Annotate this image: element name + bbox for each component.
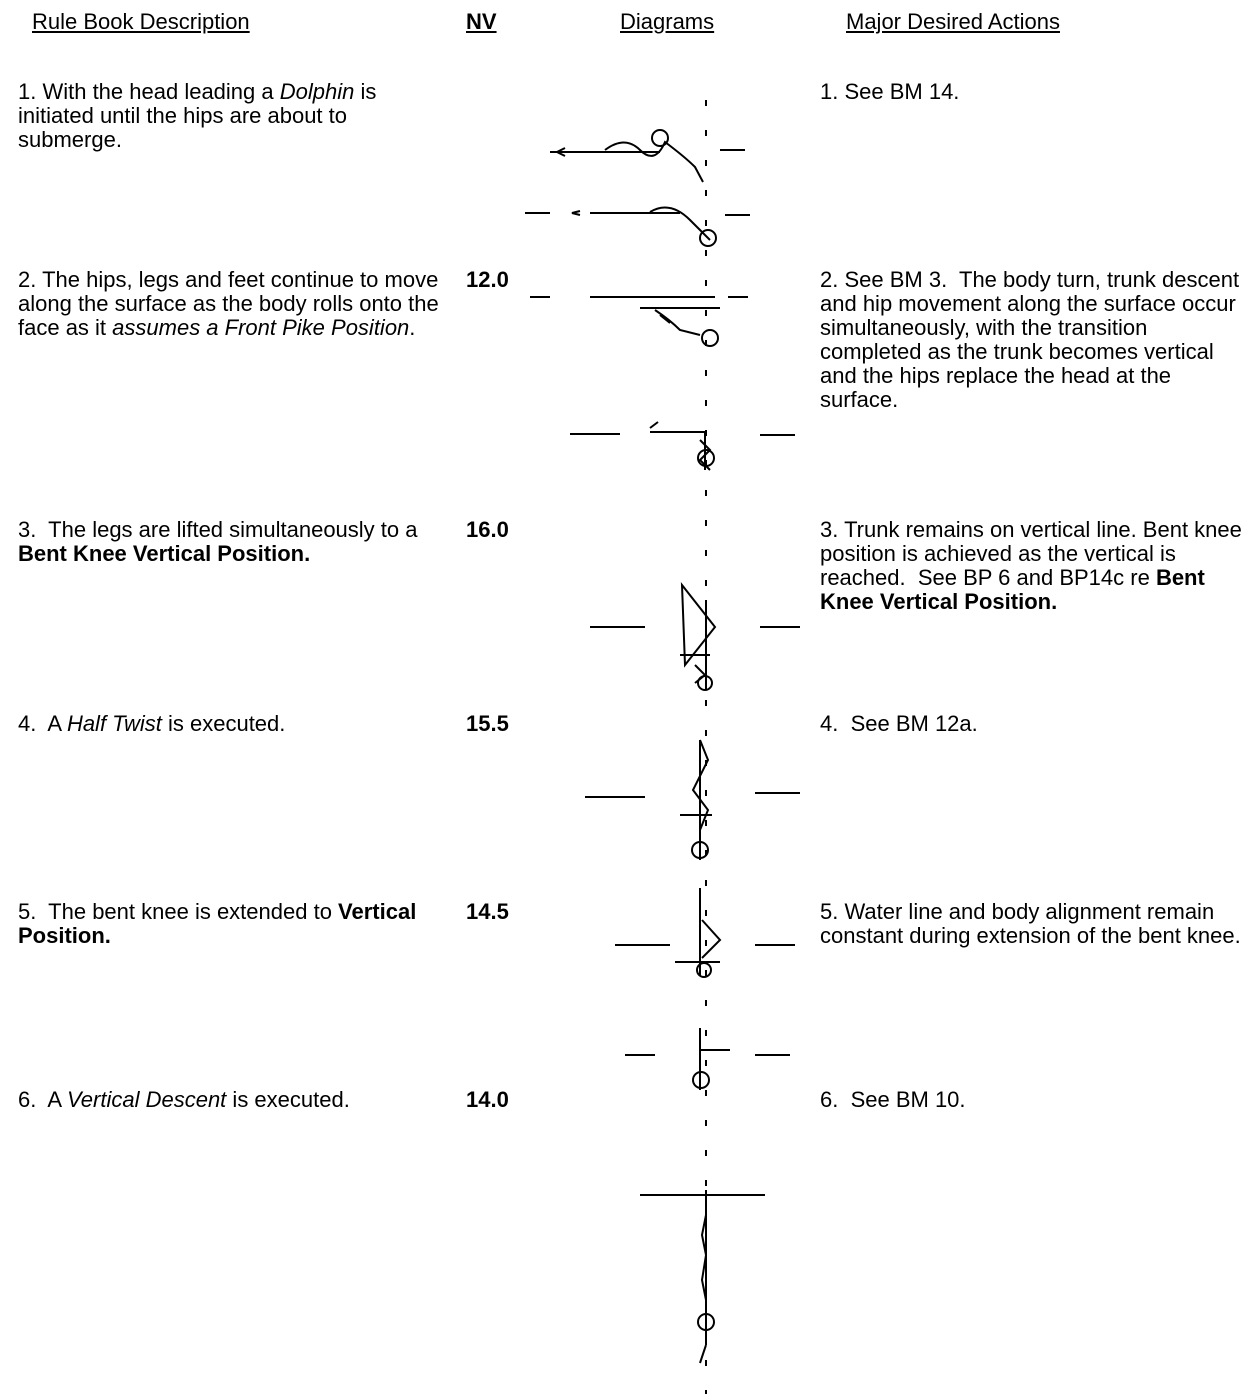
figure (530, 296, 748, 347)
head (697, 675, 713, 691)
text-run: 5. Water line and body alignment remain … (820, 899, 1241, 948)
figure (550, 129, 745, 183)
text-run: Vertical Position. (18, 899, 423, 948)
head (696, 962, 712, 978)
desired-actions: 3. Trunk remains on vertical line. Bent … (820, 518, 1252, 614)
nominal-value: 16.0 (466, 517, 509, 542)
text-run: is initiated until the hips are about to… (18, 79, 383, 152)
text-run: Dolphin (279, 79, 355, 104)
text-run: 4. See BM 12a. (820, 711, 978, 736)
nominal-value: 14.5 (466, 899, 509, 924)
sketch (640, 1190, 765, 1364)
text-run: 5. The bent knee is extended to (18, 899, 339, 924)
nominal-value: 12.0 (466, 267, 509, 292)
head (699, 229, 717, 247)
header-description: Rule Book Description (32, 9, 250, 34)
text-run: 2. See BM 3. The body turn, trunk descen… (820, 267, 1246, 412)
sketch (550, 140, 745, 183)
header-nv: NV (466, 9, 497, 34)
text-run: 3. The legs are lifted simultaneously to… (18, 517, 424, 542)
description: 2. The hips, legs and feet continue to m… (18, 268, 450, 340)
figure (625, 1028, 790, 1090)
head (697, 449, 715, 467)
description: 1. With the head leading a Dolphin is in… (18, 80, 450, 152)
desired-actions: 5. Water line and body alignment remain … (820, 900, 1252, 948)
description: 3. The legs are lifted simultaneously to… (18, 518, 450, 566)
sketch (625, 1028, 790, 1090)
nominal-value: 14.0 (466, 1087, 509, 1112)
text-run: 1. With the head leading a (18, 79, 280, 104)
text-run: . (409, 315, 416, 340)
text-run: 1. See BM 14. (820, 79, 960, 104)
text-run: Bent Knee Vertical Position. (18, 541, 311, 566)
figure (590, 581, 800, 691)
figure (640, 1190, 765, 1364)
sketch (590, 581, 800, 690)
head (692, 1071, 710, 1089)
sketch (585, 739, 800, 860)
desired-actions: 2. See BM 3. The body turn, trunk descen… (820, 268, 1252, 412)
text-run: assumes a Front Pike Position (112, 315, 410, 340)
sketch (570, 421, 795, 471)
header-actions: Major Desired Actions (846, 9, 1060, 34)
head (697, 1313, 715, 1331)
text-run: 6. A (18, 1087, 67, 1112)
header-diagrams: Diagrams (620, 9, 715, 34)
text-run: is executed. (161, 711, 286, 736)
desired-actions: 4. See BM 12a. (820, 712, 1252, 736)
head (651, 129, 669, 147)
figure (615, 888, 795, 978)
figure (525, 206, 750, 247)
head (691, 841, 709, 859)
desired-actions: 1. See BM 14. (820, 80, 1252, 104)
text-run: Bent Knee Vertical Position. (820, 565, 1211, 614)
desired-actions: 6. See BM 10. (820, 1088, 1252, 1112)
figure (570, 421, 795, 471)
text-run: 3. Trunk remains on vertical line. Bent … (820, 517, 1249, 590)
sketch (615, 888, 795, 975)
description: 4. A Half Twist is executed. (18, 712, 450, 736)
sketch (525, 206, 750, 241)
text-run: 6. See BM 10. (820, 1087, 966, 1112)
text-run: 4. A (18, 711, 67, 736)
text-run: Half Twist (66, 711, 162, 736)
text-run: is executed. (226, 1087, 350, 1112)
nominal-value: 15.5 (466, 711, 509, 736)
sketch (530, 296, 748, 336)
text-run: Vertical Descent (66, 1087, 227, 1112)
text-run: 2. The hips, legs and feet continue to m… (18, 267, 445, 340)
description: 5. The bent knee is extended to Vertical… (18, 900, 450, 948)
description: 6. A Vertical Descent is executed. (18, 1088, 450, 1112)
figure (585, 739, 800, 860)
head (701, 329, 719, 347)
